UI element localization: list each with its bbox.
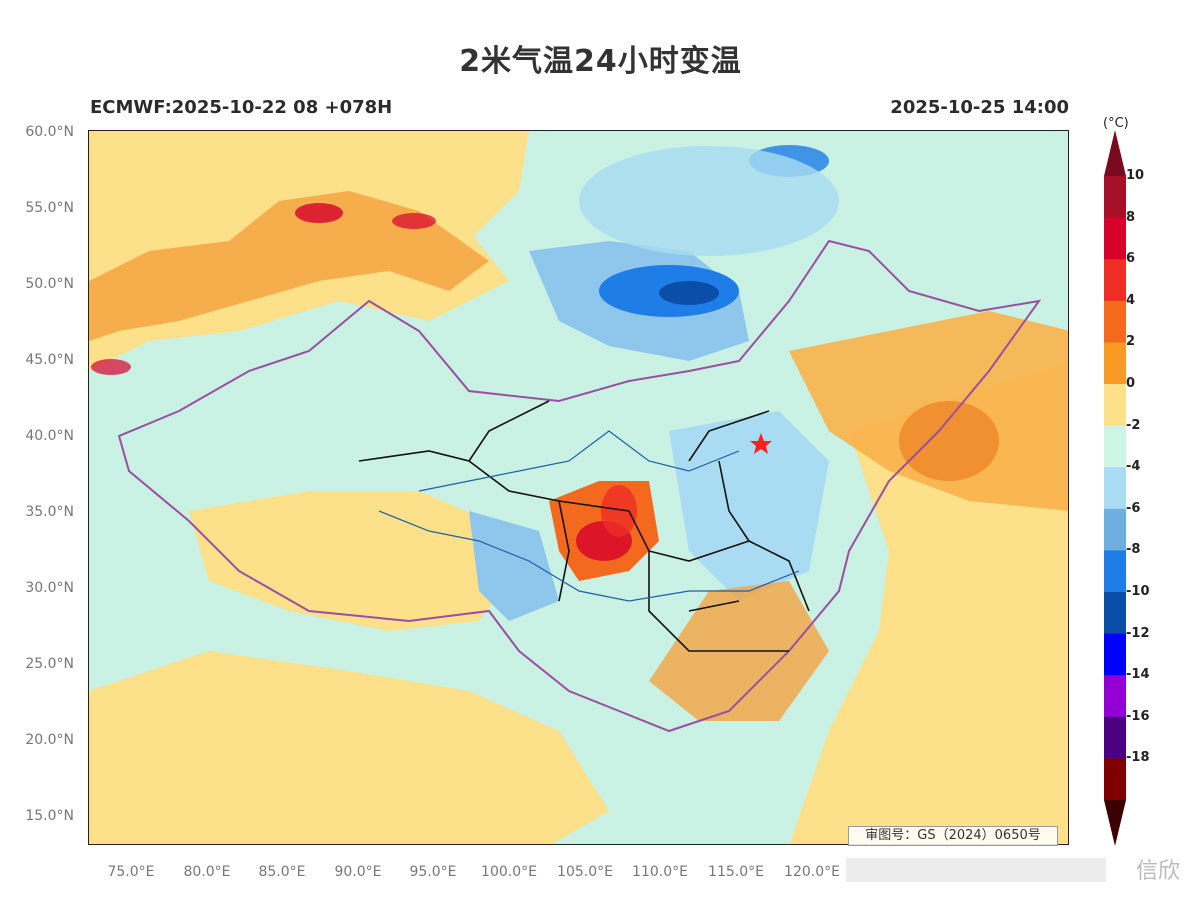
colorbar-segment [1104,384,1126,427]
colorbar-segment [1104,675,1126,718]
warm-zone-tibet [189,491,509,631]
colorbar-segment [1104,716,1126,759]
colorbar-top-arrow [1104,130,1126,176]
colorbar-tick-label: -12 [1126,625,1150,641]
lat-label-30: 30.0°N [25,580,74,596]
colorbar-segment [1104,259,1126,302]
lon-label-90: 90.0°E [334,864,382,880]
colorbar-tick-label: 4 [1126,292,1136,308]
beijing-star-marker [750,433,772,454]
colorbar-segment [1104,633,1126,676]
colorbar-segments [1104,176,1126,801]
colorbar-segment [1104,592,1126,635]
colorbar-tick-label: 6 [1126,251,1136,267]
weibo-watermark: 信欣 [846,858,1180,884]
colorbar-segment [1104,550,1126,593]
colorbar-segment [1104,342,1126,385]
lat-label-15: 15.0°N [25,808,74,824]
colorbar-segment [1104,217,1126,260]
colorbar-tick-label: -18 [1126,750,1150,766]
lon-label-115: 115.0°E [708,864,764,880]
lat-label-20: 20.0°N [25,732,74,748]
lon-label-110: 110.0°E [632,864,688,880]
colorbar-unit: (°C) [1103,116,1129,131]
colorbar-tick-label: -14 [1126,667,1150,683]
province-borders [358,400,810,652]
colorbar-tick-label: 2 [1126,334,1136,350]
colorbar [1104,130,1126,846]
valid-time: 2025-10-25 14:00 [890,97,1069,118]
lon-label-100: 100.0°E [481,864,537,880]
warm-core-2 [392,213,436,229]
map-approval-number: 审图号：GS（2024）0650号 [848,826,1058,846]
model-run-info: ECMWF:2025-10-22 08 +078H [90,97,393,118]
colorbar-tick-label: 0 [1126,376,1136,391]
map-canvas [89,131,1068,844]
lat-label-35: 35.0°N [25,504,74,520]
map-title: 2米气温24小时变温 [459,44,742,79]
lon-label-80: 80.0°E [183,864,231,880]
colorbar-segment [1104,176,1126,219]
lon-label-75: 75.0°E [107,864,155,880]
warm-core-central-2 [601,485,637,537]
lon-label-105: 105.0°E [557,864,613,880]
colorbar-tick-label: -10 [1126,584,1150,599]
warm-core-3 [91,359,131,375]
colorbar-segment [1104,467,1126,510]
lat-label-25: 25.0°N [25,656,74,672]
colorbar-segment [1104,508,1126,551]
colorbar-tick-label: -4 [1126,459,1141,475]
cold-zone-north [579,146,839,256]
colorbar-tick-label: -6 [1126,500,1141,516]
yangtze-river [378,510,800,602]
colorbar-tick-label: -8 [1126,542,1141,558]
lon-label-120: 120.0°E [784,864,840,880]
colorbar-segment [1104,300,1126,343]
warm-band-siberia [89,191,489,341]
lat-label-55: 55.0°N [25,200,74,216]
colorbar-bottom-arrow [1104,800,1126,846]
cold-core-mongolia-2 [659,281,719,305]
colorbar-tick-label: 8 [1126,209,1136,225]
svg-text:信欣: 信欣 [1136,859,1180,884]
warm-zone-south [89,651,609,844]
lat-label-45: 45.0°N [25,352,74,368]
colorbar-tick-label: 10 [1126,168,1145,183]
lon-label-95: 95.0°E [409,864,457,880]
warm-core-northeast-coast [899,401,999,481]
lat-label-40: 40.0°N [25,428,74,444]
colorbar-segment [1104,425,1126,468]
china-border [117,239,1042,733]
yellow-river [418,430,740,492]
colorbar-tick-label: -2 [1126,417,1141,433]
lat-label-60: 60.0°N [25,124,74,140]
colorbar-tick-label: -16 [1126,708,1150,724]
warm-core-1 [295,203,343,223]
lat-label-50: 50.0°N [25,276,74,292]
colorbar-segment [1104,758,1126,801]
temperature-change-map [88,130,1069,845]
cold-zone-sichuan [469,511,559,621]
lon-label-85: 85.0°E [258,864,306,880]
